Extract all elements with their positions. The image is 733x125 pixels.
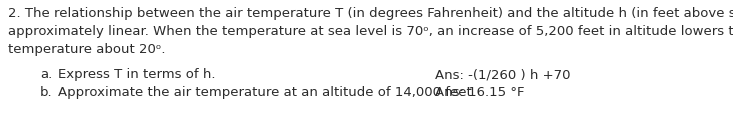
Text: Approximate the air temperature at an altitude of 14,000 feet.: Approximate the air temperature at an al…	[58, 86, 476, 99]
Text: Ans: 16.15 °F: Ans: 16.15 °F	[435, 86, 525, 99]
Text: Express T in terms of h.: Express T in terms of h.	[58, 68, 216, 81]
Text: b.: b.	[40, 86, 53, 99]
Text: approximately linear. When the temperature at sea level is 70ᵒ, an increase of 5: approximately linear. When the temperatu…	[8, 25, 733, 38]
Text: temperature about 20ᵒ.: temperature about 20ᵒ.	[8, 43, 166, 56]
Text: Ans: -(1/260 ) h +70: Ans: -(1/260 ) h +70	[435, 68, 570, 81]
Text: 2. The relationship between the air temperature T (in degrees Fahrenheit) and th: 2. The relationship between the air temp…	[8, 7, 733, 20]
Text: a.: a.	[40, 68, 52, 81]
